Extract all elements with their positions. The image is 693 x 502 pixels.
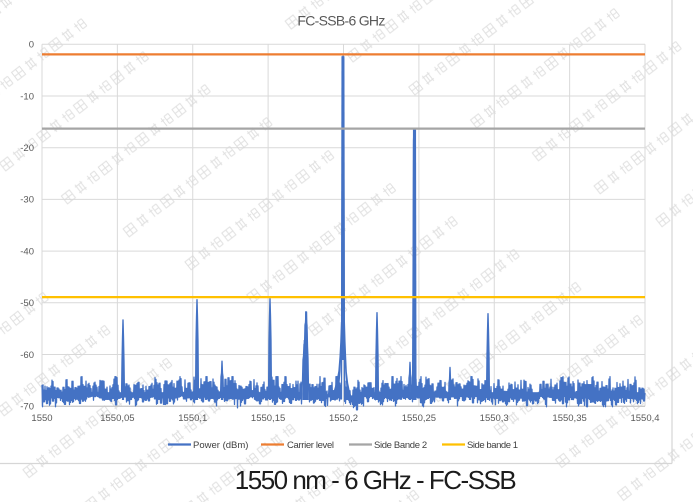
svg-text:Side Bande 2: Side Bande 2 [374, 440, 427, 451]
svg-text:Side bande 1: Side bande 1 [467, 440, 518, 451]
svg-text:0: 0 [29, 40, 34, 51]
svg-text:FC-SSB-6 GHz: FC-SSB-6 GHz [297, 13, 385, 29]
svg-text:-70: -70 [20, 402, 34, 413]
svg-text:1550,35: 1550,35 [552, 413, 586, 424]
svg-text:-10: -10 [20, 91, 34, 102]
svg-text:Power (dBm): Power (dBm) [193, 440, 248, 451]
svg-text:1550: 1550 [31, 413, 52, 424]
svg-text:1550,05: 1550,05 [100, 413, 134, 424]
svg-text:-20: -20 [20, 143, 34, 154]
svg-text:-40: -40 [20, 246, 34, 257]
svg-text:1550,4: 1550,4 [630, 413, 659, 424]
svg-text:1550,1: 1550,1 [178, 413, 207, 424]
svg-text:1550,25: 1550,25 [402, 413, 436, 424]
svg-text:1550,2: 1550,2 [329, 413, 358, 424]
svg-text:1550,3: 1550,3 [480, 413, 509, 424]
svg-text:Carrier level: Carrier level [287, 440, 334, 451]
svg-text:-30: -30 [20, 195, 34, 206]
svg-text:1550,15: 1550,15 [251, 413, 285, 424]
svg-text:-50: -50 [20, 298, 34, 309]
svg-text:1550 nm - 6 GHz - FC-SSB: 1550 nm - 6 GHz - FC-SSB [235, 465, 516, 495]
svg-text:-60: -60 [20, 350, 34, 361]
